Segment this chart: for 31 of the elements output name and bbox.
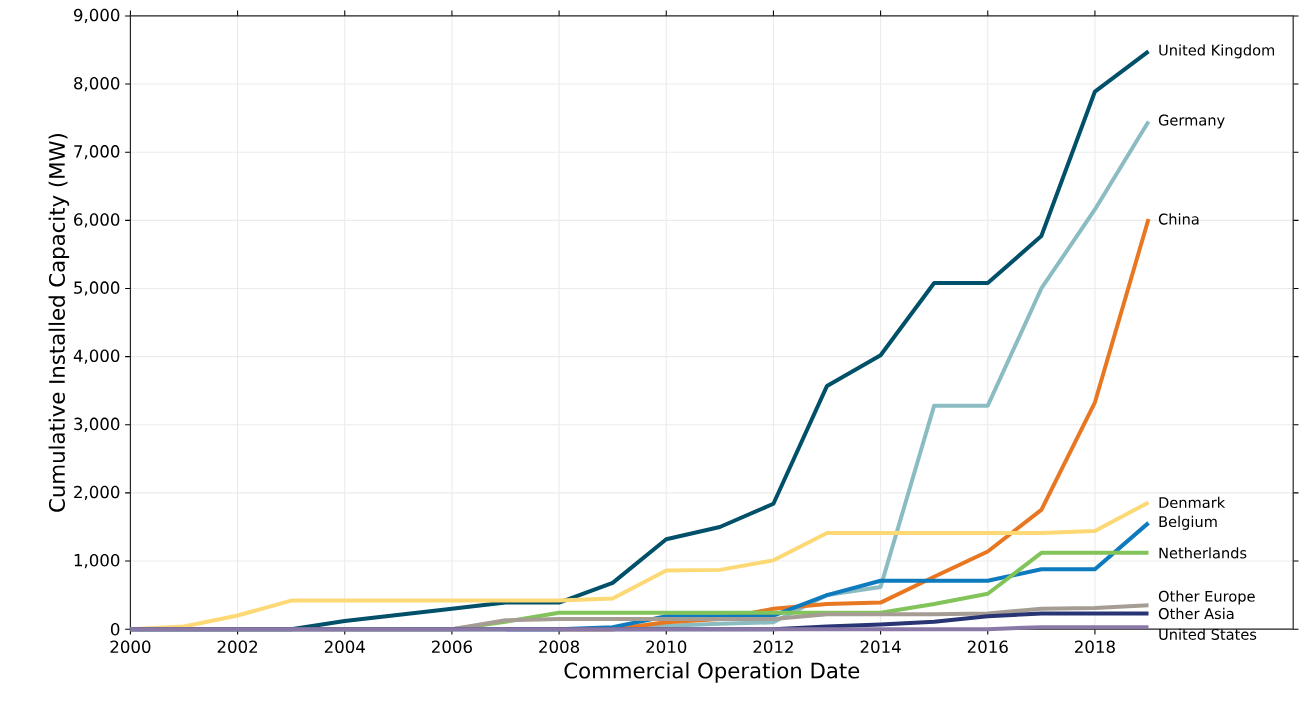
x-tick-label: 2004 — [324, 640, 365, 654]
y-tick-label: 7,000 — [74, 145, 120, 160]
series-label: Other Europe — [1158, 590, 1255, 605]
x-tick-label: 2012 — [753, 640, 793, 654]
y-tick-label: 8,000 — [74, 77, 120, 92]
y-tick-label: 2,000 — [74, 485, 120, 501]
series-label: United States — [1159, 628, 1257, 641]
y-tick-label: 0 — [110, 622, 120, 636]
x-tick-label: 2008 — [539, 640, 580, 654]
y-tick-label: 3,000 — [74, 417, 120, 432]
series-label: United Kingdom — [1159, 44, 1275, 59]
series-label: Germany — [1158, 114, 1225, 129]
x-tick-label: 2010 — [646, 640, 687, 654]
x-axis-title: Commercial Operation Date — [564, 662, 860, 683]
x-tick-label: 2018 — [1075, 640, 1115, 654]
series-label: Other Asia — [1158, 607, 1234, 620]
x-tick-label: 2014 — [860, 640, 901, 654]
y-axis-title: Cumulative Installed Capacity (MW) — [48, 134, 70, 512]
x-tick-label: 2000 — [110, 640, 151, 654]
series-label: Denmark — [1159, 496, 1226, 509]
y-tick-label: 5,000 — [74, 281, 120, 296]
y-tick-label: 1,000 — [74, 554, 120, 569]
x-tick-label: 2006 — [432, 640, 472, 654]
series-label: China — [1158, 213, 1199, 225]
y-tick-label: 9,000 — [73, 8, 120, 24]
y-tick-label: 4,000 — [73, 349, 120, 364]
y-tick-label: 6,000 — [74, 213, 120, 228]
series-label: Netherlands — [1159, 547, 1247, 559]
series-label: Belgium — [1159, 515, 1217, 531]
x-tick-label: 2016 — [967, 640, 1008, 654]
x-tick-label: 2002 — [217, 640, 258, 654]
